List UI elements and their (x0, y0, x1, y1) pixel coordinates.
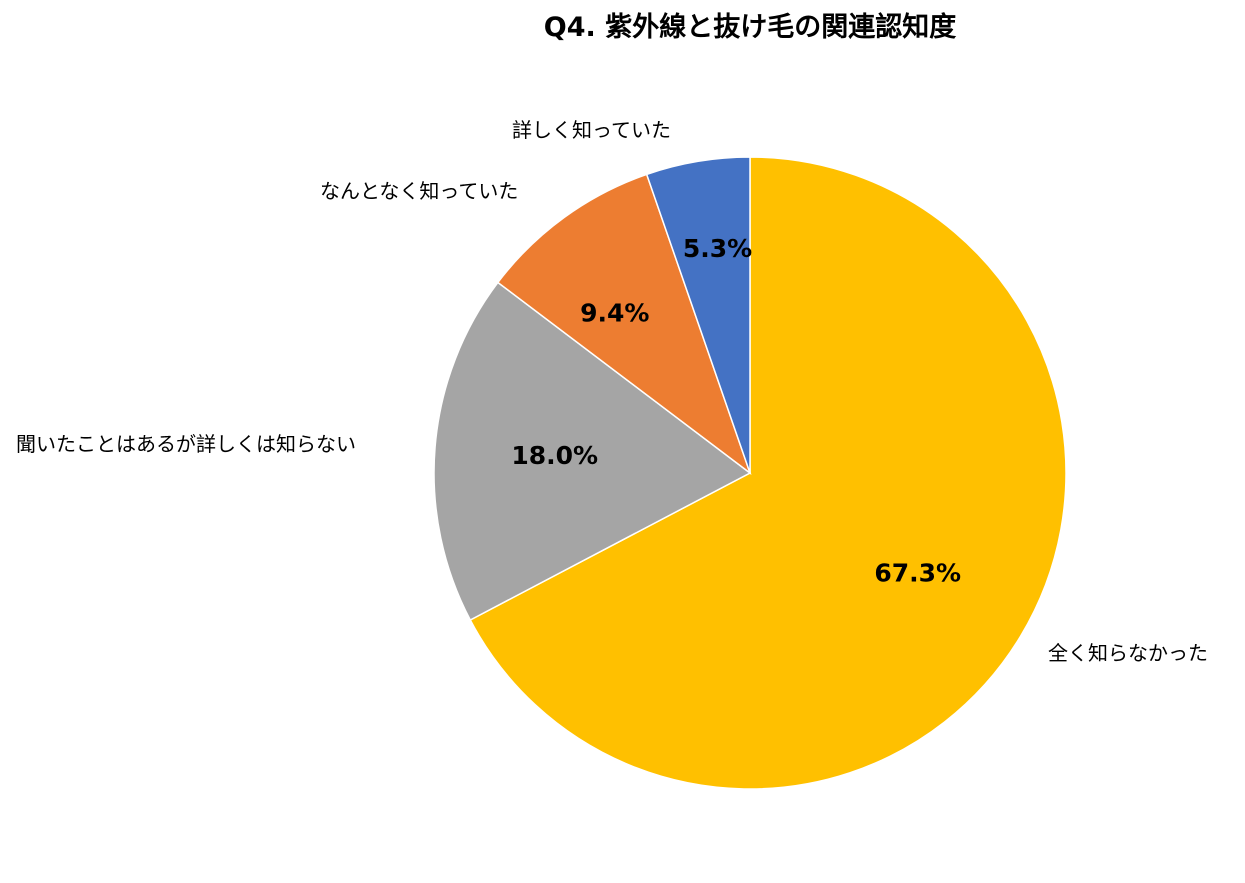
category-labels: 全く知らなかった 聞いたことはあるが詳しくは知らない なんとなく知っていた 詳しく知っ… (16, 118, 1208, 665)
pie-slice (433, 281, 752, 622)
category-label: 詳しく知っていた (512, 118, 671, 142)
pie-slice (496, 173, 752, 476)
category-label: なんとなく知っていた (320, 179, 518, 203)
value-label: 18.0% (511, 441, 598, 470)
pie-slices (433, 156, 1067, 790)
value-label: 5.3% (683, 234, 752, 263)
value-label: 9.4% (580, 299, 649, 328)
pie-slice (469, 156, 1067, 790)
category-label: 全く知らなかった (1048, 641, 1208, 665)
category-label: 聞いたことはあるが詳しくは知らない (16, 432, 356, 456)
pie-slice (645, 156, 751, 474)
value-labels: 67.3% 18.0% 9.4% 5.3% (511, 234, 961, 587)
value-label: 67.3% (874, 558, 961, 587)
chart-title: Q4. 紫外線と抜け毛の関連認知度 (544, 11, 956, 43)
